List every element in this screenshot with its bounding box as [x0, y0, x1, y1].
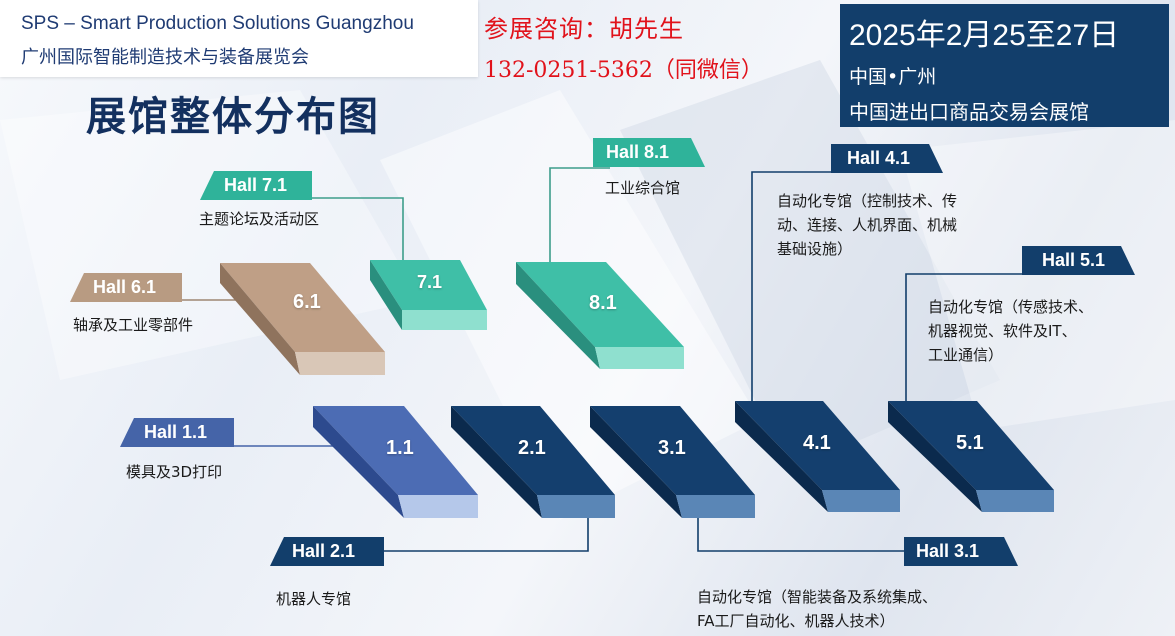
hall-desc-line: 工业综合馆 [605, 179, 681, 197]
event-venue: 中国进出口商品交易会展馆 [849, 100, 1089, 124]
hall-block-label-1.1: 1.1 [386, 437, 414, 459]
hall-desc-line: 动、连接、人机界面、机械 [777, 216, 958, 234]
hall-block-label-4.1: 4.1 [803, 432, 831, 454]
brand-box: SPS – Smart Production Solutions Guangzh… [0, 0, 478, 77]
hall-desc-3.1: 自动化专馆（智能装备及系统集成、 FA工厂自动化、机器人技术） [697, 585, 937, 633]
hall-block-label-3.1: 3.1 [658, 437, 686, 459]
hall-tag-8.1[interactable]: Hall 8.1 [593, 138, 705, 167]
hall-desc-4.1: 自动化专馆（控制技术、传 动、连接、人机界面、机械 基础设施） [777, 189, 957, 261]
hall-tag-label: Hall 4.1 [847, 148, 911, 168]
hall-block-label-7.1: 7.1 [417, 272, 443, 292]
hall-tag-label: Hall 1.1 [144, 422, 208, 442]
hall-block-5.1[interactable] [888, 401, 1054, 512]
contact-phone: 132-0251-5362（同微信） [484, 58, 763, 83]
hall-tag-label: Hall 2.1 [292, 541, 356, 561]
event-city: 中国•广州 [849, 66, 937, 88]
hall-desc-6.1: 轴承及工业零部件 [73, 313, 193, 337]
hall-block-8.1[interactable] [516, 262, 684, 369]
hall-desc-line: 模具及3D打印 [126, 463, 223, 481]
hall-desc-1.1: 模具及3D打印 [126, 460, 222, 484]
hall-desc-2.1: 机器人专馆 [276, 587, 351, 611]
tag-shape [70, 273, 182, 302]
hall-tag-5.1[interactable]: Hall 5.1 [1022, 246, 1135, 275]
hall-block-4.1[interactable] [735, 401, 900, 512]
hall-tag-2.1[interactable]: Hall 2.1 [270, 537, 384, 566]
hall-tag-label: Hall 3.1 [916, 541, 980, 561]
hall-desc-line: 基础设施） [777, 240, 853, 258]
tag-shape [200, 171, 312, 200]
hall-desc-line: 自动化专馆（控制技术、传 [777, 192, 958, 210]
hall-desc-line: FA工厂自动化、机器人技术） [697, 612, 895, 630]
hall-tag-label: Hall 6.1 [93, 277, 157, 297]
hall-block-2.1[interactable] [451, 406, 615, 518]
hall-desc-line: 机器人专馆 [276, 590, 352, 608]
hall-block-7.1[interactable] [370, 260, 487, 330]
hall-desc-8.1: 工业综合馆 [605, 176, 680, 200]
page-title: 展馆整体分布图 [86, 94, 380, 140]
tag-shape [120, 418, 234, 447]
hall-desc-line: 机器视觉、软件及IT、 [928, 322, 1077, 340]
hall-desc-line: 自动化专馆（智能装备及系统集成、 [697, 588, 938, 606]
hall-tag-label: Hall 7.1 [224, 175, 288, 195]
brand-chinese-name: 广州国际智能制造技术与装备展览会 [21, 47, 309, 68]
tag-shape [270, 537, 384, 566]
tag-shape [1022, 246, 1135, 275]
hall-block-label-6.1: 6.1 [293, 291, 321, 313]
hall-desc-line: 主题论坛及活动区 [199, 210, 320, 228]
hall-block-1.1[interactable] [313, 406, 478, 518]
tag-shape [593, 138, 705, 167]
hall-desc-line: 自动化专馆（传感技术、 [928, 298, 1094, 316]
hall-block-label-2.1: 2.1 [518, 437, 546, 459]
hall-desc-line: 轴承及工业零部件 [73, 316, 194, 334]
hall-desc-7.1: 主题论坛及活动区 [199, 207, 319, 231]
hall-tag-label: Hall 8.1 [606, 142, 670, 162]
hall-block-label-5.1: 5.1 [956, 432, 984, 454]
hall-block-label-8.1: 8.1 [589, 292, 617, 314]
event-info-box: 2025年2月25至27日 中国•广州 中国进出口商品交易会展馆 [840, 4, 1169, 127]
hall-tag-6.1[interactable]: Hall 6.1 [70, 273, 182, 302]
event-date: 2025年2月25至27日 [849, 19, 1120, 52]
tag-shape [831, 144, 943, 173]
hall-tag-3.1[interactable]: Hall 3.1 [904, 537, 1018, 566]
hall-tag-label: Hall 5.1 [1042, 250, 1106, 270]
hall-tag-1.1[interactable]: Hall 1.1 [120, 418, 234, 447]
brand-english-name: SPS – Smart Production Solutions Guangzh… [21, 13, 414, 34]
hall-block-3.1[interactable] [590, 406, 755, 518]
hall-desc-line: 工业通信） [928, 346, 1004, 364]
contact-person: 参展咨询：胡先生 [484, 15, 684, 43]
hall-tag-4.1[interactable]: Hall 4.1 [831, 144, 943, 173]
hall-block-6.1[interactable] [220, 263, 385, 375]
hall-tag-7.1[interactable]: Hall 7.1 [200, 171, 312, 200]
hall-desc-5.1: 自动化专馆（传感技术、 机器视觉、软件及IT、 工业通信） [928, 295, 1093, 367]
tag-shape [904, 537, 1018, 566]
